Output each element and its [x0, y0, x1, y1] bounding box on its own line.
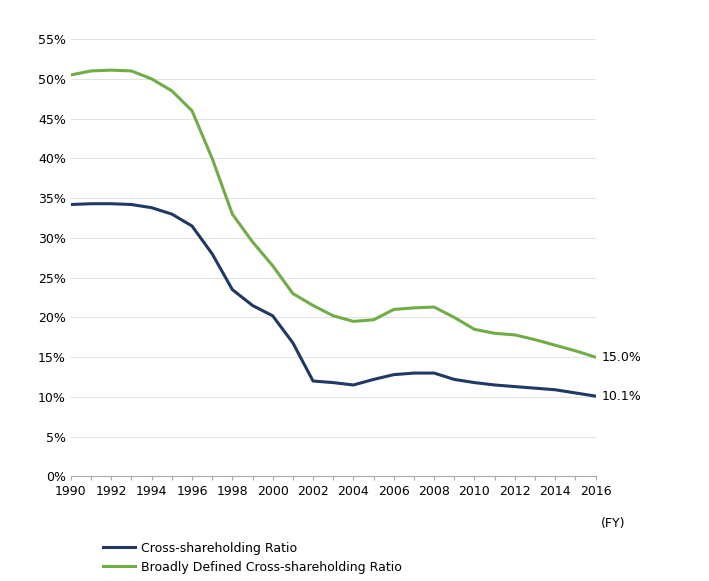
Broadly Defined Cross-shareholding Ratio [107, 67, 116, 74]
Broadly Defined Cross-shareholding Ratio [309, 302, 318, 309]
Cross-shareholding Ratio [531, 385, 540, 392]
Cross-shareholding Ratio [309, 378, 318, 385]
Line: Broadly Defined Cross-shareholding Ratio: Broadly Defined Cross-shareholding Ratio [71, 70, 596, 357]
Legend: Cross-shareholding Ratio, Broadly Defined Cross-shareholding Ratio: Cross-shareholding Ratio, Broadly Define… [104, 541, 402, 574]
Broadly Defined Cross-shareholding Ratio [591, 354, 600, 361]
Broadly Defined Cross-shareholding Ratio [269, 262, 277, 269]
Cross-shareholding Ratio [349, 382, 357, 389]
Broadly Defined Cross-shareholding Ratio [289, 290, 297, 297]
Broadly Defined Cross-shareholding Ratio [188, 107, 196, 114]
Cross-shareholding Ratio [67, 201, 75, 208]
Broadly Defined Cross-shareholding Ratio [531, 336, 540, 343]
Cross-shareholding Ratio [369, 376, 378, 383]
Cross-shareholding Ratio [470, 379, 479, 386]
Cross-shareholding Ratio [228, 286, 237, 293]
Cross-shareholding Ratio [591, 393, 600, 400]
Cross-shareholding Ratio [450, 376, 459, 383]
Broadly Defined Cross-shareholding Ratio [551, 342, 559, 349]
Broadly Defined Cross-shareholding Ratio [410, 304, 418, 311]
Cross-shareholding Ratio [86, 200, 95, 207]
Broadly Defined Cross-shareholding Ratio [67, 71, 75, 78]
Broadly Defined Cross-shareholding Ratio [167, 87, 176, 94]
Cross-shareholding Ratio [491, 382, 499, 389]
Broadly Defined Cross-shareholding Ratio [329, 313, 337, 320]
Broadly Defined Cross-shareholding Ratio [349, 318, 357, 325]
Broadly Defined Cross-shareholding Ratio [127, 67, 135, 74]
Text: 15.0%: 15.0% [602, 351, 642, 364]
Cross-shareholding Ratio [248, 302, 257, 309]
Broadly Defined Cross-shareholding Ratio [510, 331, 519, 338]
Broadly Defined Cross-shareholding Ratio [571, 347, 580, 354]
Cross-shareholding Ratio [329, 379, 337, 386]
Line: Cross-shareholding Ratio: Cross-shareholding Ratio [71, 204, 596, 396]
Cross-shareholding Ratio [147, 204, 156, 211]
Broadly Defined Cross-shareholding Ratio [228, 210, 237, 217]
Cross-shareholding Ratio [208, 250, 216, 257]
Broadly Defined Cross-shareholding Ratio [430, 304, 438, 311]
Broadly Defined Cross-shareholding Ratio [470, 326, 479, 333]
Text: (FY): (FY) [601, 517, 625, 530]
Cross-shareholding Ratio [107, 200, 116, 207]
Broadly Defined Cross-shareholding Ratio [248, 238, 257, 245]
Cross-shareholding Ratio [188, 223, 196, 229]
Cross-shareholding Ratio [551, 386, 559, 393]
Cross-shareholding Ratio [571, 389, 580, 396]
Cross-shareholding Ratio [389, 371, 398, 378]
Cross-shareholding Ratio [430, 370, 438, 376]
Cross-shareholding Ratio [269, 313, 277, 320]
Broadly Defined Cross-shareholding Ratio [86, 67, 95, 74]
Cross-shareholding Ratio [410, 370, 418, 376]
Cross-shareholding Ratio [289, 339, 297, 346]
Broadly Defined Cross-shareholding Ratio [369, 316, 378, 323]
Cross-shareholding Ratio [167, 210, 176, 217]
Broadly Defined Cross-shareholding Ratio [450, 314, 459, 321]
Cross-shareholding Ratio [510, 383, 519, 390]
Text: 10.1%: 10.1% [602, 390, 642, 403]
Broadly Defined Cross-shareholding Ratio [389, 306, 398, 313]
Cross-shareholding Ratio [127, 201, 135, 208]
Broadly Defined Cross-shareholding Ratio [491, 330, 499, 337]
Broadly Defined Cross-shareholding Ratio [208, 155, 216, 162]
Broadly Defined Cross-shareholding Ratio [147, 76, 156, 83]
